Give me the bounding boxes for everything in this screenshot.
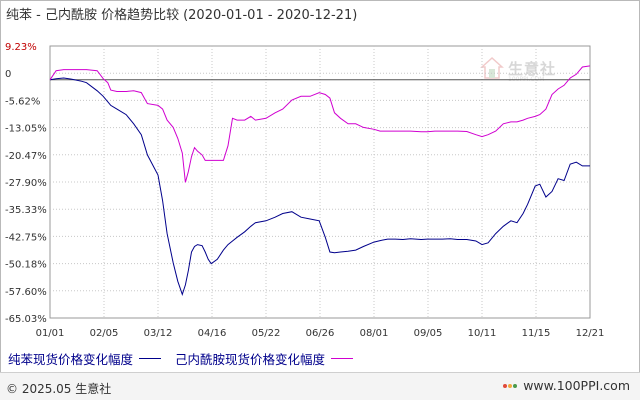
x-tick-label: 12/21 — [576, 328, 605, 339]
x-tick-label: 01/01 — [36, 328, 65, 339]
y-tick-label: -50.18% — [5, 260, 47, 271]
legend-label-benzene: 纯苯现货价格变化幅度 — [8, 352, 134, 367]
y-tick-label: -57.60% — [5, 287, 47, 298]
chart-title-text: 纯苯 - 己内酰胺 价格趋势比较 — [6, 8, 180, 23]
y-tick-label: 0 — [5, 69, 11, 80]
y-tick-label: -5.62% — [5, 96, 40, 107]
logo-dots-icon — [503, 383, 518, 388]
footer-site-link[interactable]: www.100PPI.com — [503, 378, 630, 393]
legend-item-benzene: 纯苯现货价格变化幅度 — [8, 349, 162, 368]
x-tick-label: 10/11 — [468, 328, 497, 339]
site-url: www.100PPI.com — [523, 378, 630, 393]
x-tick-label: 11/15 — [522, 328, 551, 339]
series-line-caprolactam — [49, 65, 591, 183]
x-tick-label: 05/22 — [252, 328, 281, 339]
chart-legend: 纯苯现货价格变化幅度 己内酰胺现货价格变化幅度 — [8, 349, 367, 368]
series-line-benzene — [49, 77, 590, 296]
y-tick-label: -13.05% — [5, 124, 47, 135]
y-tick-label: -65.03% — [5, 314, 47, 325]
watermark-text: 生意社 — [508, 60, 557, 78]
copyright-text: © 2025.05 生意社 — [6, 382, 112, 396]
x-tick-label: 03/12 — [144, 328, 173, 339]
y-tick-label: -20.47% — [5, 151, 47, 162]
legend-swatch-caprolactam — [331, 358, 354, 359]
x-tick-label: 09/05 — [414, 328, 443, 339]
x-tick-label: 06/26 — [306, 328, 335, 339]
chart-date-range: (2020-01-01 - 2020-12-21) — [183, 8, 358, 23]
y-tick-label: -42.75% — [5, 232, 47, 243]
y-tick-label: 9.23% — [5, 42, 37, 53]
legend-swatch-benzene — [139, 358, 162, 359]
y-tick-label: -27.90% — [5, 178, 47, 189]
chart-title: 纯苯 - 己内酰胺 价格趋势比较 (2020-01-01 - 2020-12-21… — [6, 4, 357, 23]
x-tick-label: 04/16 — [198, 328, 227, 339]
legend-item-caprolactam: 己内酰胺现货价格变化幅度 — [175, 349, 354, 368]
legend-label-caprolactam: 己内酰胺现货价格变化幅度 — [175, 352, 326, 367]
y-tick-label: -35.33% — [5, 205, 47, 216]
x-tick-label: 02/05 — [90, 328, 119, 339]
x-tick-label: 08/01 — [360, 328, 389, 339]
footer-bar: © 2025.05 生意社 www.100PPI.com — [0, 372, 640, 400]
